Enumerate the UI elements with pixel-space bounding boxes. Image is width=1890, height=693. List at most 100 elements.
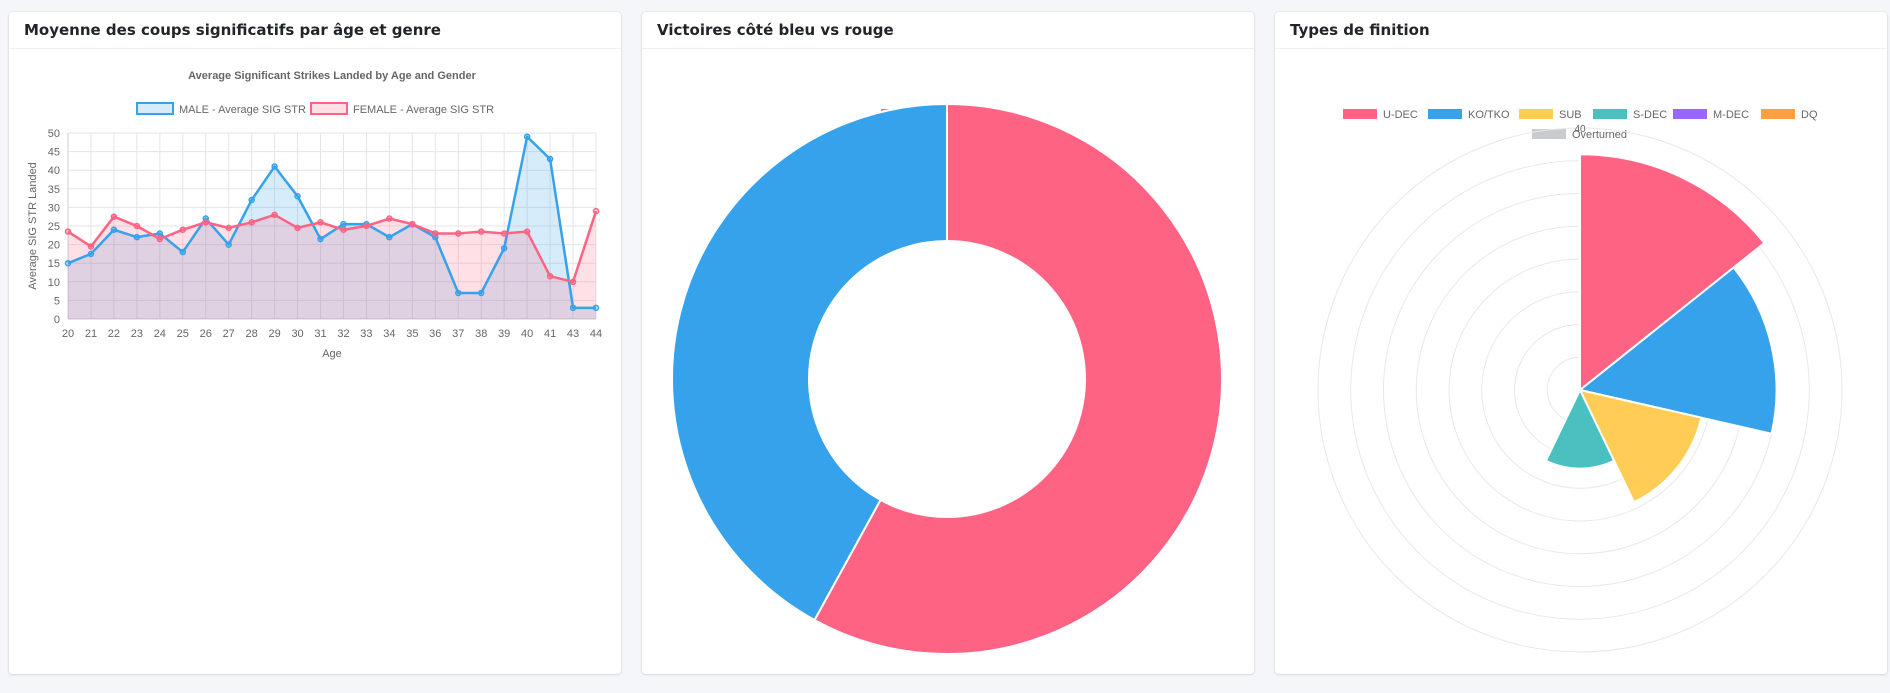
y-tick-label: 50 xyxy=(48,128,60,140)
series-line xyxy=(67,210,598,284)
data-point xyxy=(386,215,393,222)
card-body: U-DEC KO/TKO SUB S-DEC M-DEC DQ Overturned 40 xyxy=(1275,49,1887,674)
data-point xyxy=(248,196,255,204)
x-tick-label: 37 xyxy=(452,328,464,340)
data-point xyxy=(500,230,508,237)
legend-swatch xyxy=(1761,109,1795,119)
polar-segment xyxy=(1578,388,1703,504)
data-point xyxy=(87,250,95,258)
x-tick-label: 20 xyxy=(62,328,74,340)
x-tick-label: 33 xyxy=(360,328,372,340)
x-tick-label: 34 xyxy=(383,328,395,340)
x-tick-label: 43 xyxy=(567,328,579,340)
card-body: RedBlue xyxy=(642,49,1254,674)
legend-label: Overturned xyxy=(1572,129,1627,141)
x-tick-label: 31 xyxy=(314,328,326,340)
x-tick-label: 27 xyxy=(223,328,235,340)
legend-label: S-DEC xyxy=(1633,109,1667,121)
x-tick-label: 25 xyxy=(177,328,189,340)
legend-label: U-DEC xyxy=(1383,109,1418,121)
x-tick-label: 28 xyxy=(246,328,258,340)
x-tick-label: 44 xyxy=(590,328,602,340)
data-point xyxy=(156,230,164,237)
data-point xyxy=(455,289,462,297)
data-point xyxy=(248,219,255,226)
data-point xyxy=(432,230,439,237)
data-point xyxy=(340,220,347,228)
data-point xyxy=(87,243,95,250)
y-tick-label: 25 xyxy=(48,221,60,233)
data-point xyxy=(133,233,141,241)
data-point xyxy=(294,224,301,232)
legend-label: M-DEC xyxy=(1713,109,1749,121)
x-tick-label: 36 xyxy=(429,328,441,340)
y-tick-label: 40 xyxy=(48,165,60,177)
data-point xyxy=(179,226,187,233)
polar-segment xyxy=(1577,266,1778,435)
y-tick-label: 30 xyxy=(48,202,60,214)
data-point xyxy=(133,222,141,230)
x-tick-label: 29 xyxy=(268,328,280,340)
legend-label: DQ xyxy=(1801,109,1818,121)
finish-types-card: Types de finition U-DEC KO/TKO SUB S-DEC M-D… xyxy=(1275,12,1887,674)
data-point xyxy=(363,222,370,230)
data-point xyxy=(523,228,531,235)
data-point xyxy=(202,219,209,226)
card-title: Victoires côté bleu vs rouge xyxy=(657,21,894,39)
y-tick-label: 45 xyxy=(48,147,60,159)
data-point xyxy=(110,226,118,233)
legend-swatch xyxy=(310,102,348,115)
legend-label: FEMALE - Average SIG STR xyxy=(353,104,494,116)
x-axis-label: Age xyxy=(322,348,342,360)
series-area xyxy=(68,136,596,319)
card-header: Victoires côté bleu vs rouge xyxy=(642,12,1254,49)
data-point xyxy=(386,233,393,241)
data-point xyxy=(523,133,531,140)
legend-label: SUB xyxy=(1559,109,1582,121)
data-point xyxy=(546,272,554,280)
y-tick-label: 0 xyxy=(54,314,60,326)
legend-swatch xyxy=(1343,109,1377,119)
x-tick-label: 23 xyxy=(131,328,143,340)
data-point xyxy=(592,207,600,215)
data-point xyxy=(294,192,301,200)
legend-label: KO/TKO xyxy=(1468,109,1510,121)
y-tick-label: 10 xyxy=(48,277,60,289)
data-point xyxy=(64,228,72,235)
radial-tick-label: 40 xyxy=(1574,124,1586,135)
card-title: Types de finition xyxy=(1290,21,1430,39)
data-point xyxy=(271,211,278,219)
data-point xyxy=(271,163,278,170)
data-point xyxy=(156,235,164,243)
y-axis-label: Average SIG STR Landed xyxy=(27,162,39,290)
y-tick-label: 15 xyxy=(48,258,60,270)
strikes-by-age-card: Moyenne des coups significatifs par âge … xyxy=(9,12,621,674)
data-point xyxy=(225,224,232,232)
x-tick-label: 21 xyxy=(85,328,97,340)
polar-segment xyxy=(1544,387,1616,470)
legend-swatch xyxy=(1532,129,1566,139)
x-tick-label: 22 xyxy=(108,328,120,340)
card-header: Moyenne des coups significatifs par âge … xyxy=(9,12,621,49)
data-point xyxy=(317,219,324,226)
data-point xyxy=(500,245,508,252)
legend-label: MALE - Average SIG STR xyxy=(179,104,306,116)
x-tick-label: 40 xyxy=(521,328,533,340)
red-vs-blue-card: Victoires côté bleu vs rouge RedBlue xyxy=(642,12,1254,674)
y-tick-label: 20 xyxy=(48,240,60,252)
doughnut-slice xyxy=(671,102,948,622)
x-tick-label: 39 xyxy=(498,328,510,340)
doughnut-chart: RedBlue xyxy=(671,102,1223,655)
x-tick-label: 24 xyxy=(154,328,166,340)
card-header: Types de finition xyxy=(1275,12,1887,49)
y-tick-label: 35 xyxy=(48,184,60,196)
data-point xyxy=(569,304,577,312)
legend-swatch xyxy=(1593,109,1627,119)
series-line xyxy=(67,135,596,310)
chart-title: Average Significant Strikes Landed by Ag… xyxy=(188,70,476,82)
data-point xyxy=(477,228,485,235)
legend-swatch xyxy=(136,102,174,115)
grid-ring xyxy=(1317,127,1843,653)
card-body: Average Significant Strikes Landed by Ag… xyxy=(9,49,621,674)
